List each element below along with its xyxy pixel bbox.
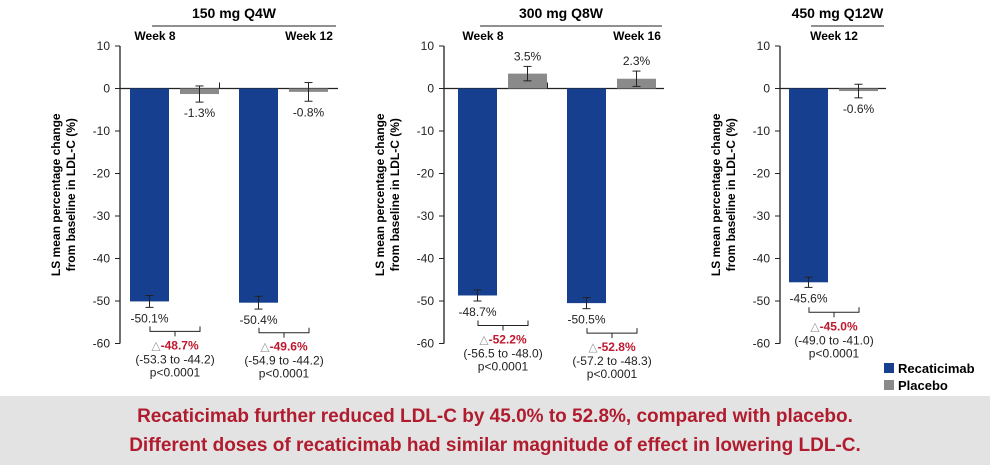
comparison-bracket	[586, 328, 638, 339]
y-tick-label: -50	[417, 294, 435, 308]
confidence-interval: (-49.0 to -41.0)	[794, 333, 873, 347]
y-tick-label: 10	[97, 39, 111, 53]
panel-title: 450 mg Q12W	[792, 5, 885, 21]
value-label: -50.4%	[239, 313, 277, 327]
recaticimab-bar	[567, 88, 606, 304]
y-tick-label: -40	[417, 252, 435, 266]
category-label: Week 12	[285, 29, 333, 43]
legend-label: Placebo	[898, 378, 948, 393]
y-tick-label: -10	[417, 124, 435, 138]
category-label: Week 8	[134, 29, 175, 43]
y-tick-label: -20	[417, 167, 435, 181]
difference-label: △-49.6%	[260, 340, 308, 354]
y-axis-label-line1: LS mean percentage change	[49, 113, 63, 276]
value-label: 2.3%	[623, 54, 651, 68]
banner-line-1: Recaticimab further reduced LDL-C by 45.…	[137, 406, 853, 427]
recaticimab-bar	[239, 88, 278, 303]
delta-icon: △	[151, 338, 161, 352]
delta-icon: △	[479, 332, 489, 346]
comparison-bracket	[477, 320, 529, 331]
p-value: p<0.0001	[587, 367, 638, 381]
y-axis-label-line2: from baseline in LDL-C (%)	[388, 118, 402, 271]
y-tick-label: -30	[753, 209, 771, 223]
difference-label: △-45.0%	[810, 319, 858, 333]
comparison-bracket	[808, 307, 860, 318]
p-value: p<0.0001	[478, 359, 529, 373]
chart-area: 10 0 -10 -20 -30 -40 -50 -60 LS mean percentage …	[49, 5, 975, 393]
y-tick-label: 0	[763, 82, 770, 96]
difference-value: -48.7%	[161, 338, 199, 352]
value-label: -50.5%	[567, 313, 605, 327]
banner-line-2: Different doses of recaticimab had simil…	[129, 435, 861, 456]
y-tick-label: -60	[417, 337, 435, 351]
value-label: 3.5%	[514, 49, 542, 63]
y-tick-label: -60	[93, 337, 111, 351]
y-axis-label-line2: from baseline in LDL-C (%)	[724, 118, 738, 271]
value-label: -0.8%	[293, 105, 325, 119]
recaticimab-bar	[130, 88, 169, 302]
category-label: Week 12	[810, 29, 858, 43]
y-tick-label: -40	[93, 252, 111, 266]
confidence-interval: (-57.2 to -48.3)	[572, 354, 651, 368]
confidence-interval: (-53.3 to -44.2)	[135, 352, 214, 366]
conclusion-banner: Recaticimab further reduced LDL-C by 45.…	[0, 396, 990, 465]
delta-icon: △	[810, 319, 820, 333]
y-tick-label: 10	[421, 39, 435, 53]
value-label: -50.1%	[130, 311, 168, 325]
confidence-interval: (-54.9 to -44.2)	[244, 354, 323, 368]
y-tick-label: -30	[417, 209, 435, 223]
y-axis-label-line1: LS mean percentage change	[709, 113, 723, 276]
difference-label: △-52.2%	[479, 332, 527, 346]
p-value: p<0.0001	[150, 365, 201, 379]
recaticimab-bar	[458, 88, 497, 296]
legend-swatch	[884, 380, 894, 390]
p-value: p<0.0001	[259, 367, 310, 381]
category-label: Week 16	[613, 29, 661, 43]
y-tick-label: -20	[93, 167, 111, 181]
confidence-interval: (-56.5 to -48.0)	[463, 346, 542, 360]
y-tick-label: 0	[103, 82, 110, 96]
delta-icon: △	[588, 340, 598, 354]
y-tick-label: 10	[757, 39, 771, 53]
legend-swatch	[884, 363, 894, 373]
p-value: p<0.0001	[809, 346, 860, 360]
value-label: -0.6%	[843, 102, 875, 116]
y-tick-label: -60	[753, 337, 771, 351]
y-tick-label: -10	[753, 124, 771, 138]
legend-label: Recaticimab	[898, 361, 975, 376]
difference-label: △-48.7%	[151, 338, 199, 352]
panel-title: 300 mg Q8W	[519, 5, 604, 21]
delta-icon: △	[260, 340, 270, 354]
y-tick-label: -40	[753, 252, 771, 266]
difference-value: -52.2%	[489, 332, 527, 346]
value-label: -45.6%	[789, 291, 827, 305]
category-label: Week 8	[462, 29, 503, 43]
difference-value: -45.0%	[820, 319, 858, 333]
y-tick-label: -50	[753, 294, 771, 308]
y-tick-label: 0	[427, 82, 434, 96]
value-label: -48.7%	[458, 305, 496, 319]
y-tick-label: -10	[93, 124, 111, 138]
recaticimab-bar	[789, 88, 828, 283]
value-label: -1.3%	[184, 106, 216, 120]
comparison-bracket	[149, 326, 201, 337]
y-axis-label-line2: from baseline in LDL-C (%)	[64, 118, 78, 271]
y-tick-label: -20	[753, 167, 771, 181]
comparison-bracket	[258, 327, 310, 338]
panel-title: 150 mg Q4W	[192, 5, 277, 21]
y-axis-label-line1: LS mean percentage change	[373, 113, 387, 276]
difference-value: -52.8%	[598, 340, 636, 354]
difference-value: -49.6%	[270, 340, 308, 354]
y-tick-label: -30	[93, 209, 111, 223]
difference-label: △-52.8%	[588, 340, 636, 354]
y-tick-label: -50	[93, 294, 111, 308]
